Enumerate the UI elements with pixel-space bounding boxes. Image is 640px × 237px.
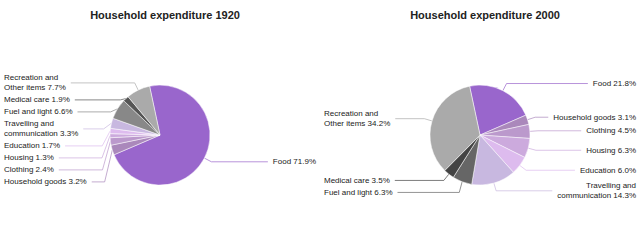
svg-text:Travelling and: Travelling and (586, 181, 636, 190)
svg-text:communication 3.3%: communication 3.3% (4, 129, 78, 138)
svg-text:Education 6.0%: Education 6.0% (580, 166, 636, 175)
svg-text:communication 14.3%: communication 14.3% (557, 191, 636, 200)
svg-text:Household expenditure 1920: Household expenditure 1920 (90, 9, 240, 21)
svg-text:Other items 34.2%: Other items 34.2% (324, 119, 390, 128)
svg-text:Medical care 1.9%: Medical care 1.9% (4, 95, 70, 104)
svg-text:Fuel and light 6.6%: Fuel and light 6.6% (4, 107, 73, 116)
svg-text:Travelling and: Travelling and (4, 119, 54, 128)
svg-text:Clothing 2.4%: Clothing 2.4% (4, 165, 54, 174)
svg-text:Fuel and light 6.3%: Fuel and light 6.3% (324, 188, 393, 197)
svg-text:Recreation and: Recreation and (4, 73, 58, 82)
svg-text:Education 1.7%: Education 1.7% (4, 141, 60, 150)
svg-text:Recreation and: Recreation and (324, 109, 378, 118)
svg-text:Household goods 3.1%: Household goods 3.1% (553, 113, 636, 122)
svg-text:Other items 7.7%: Other items 7.7% (4, 83, 66, 92)
svg-text:Housing 6.3%: Housing 6.3% (586, 146, 636, 155)
svg-text:Household expenditure 2000: Household expenditure 2000 (410, 9, 560, 21)
svg-text:Medical care 3.5%: Medical care 3.5% (324, 176, 390, 185)
svg-text:Food 21.8%: Food 21.8% (593, 79, 636, 88)
svg-text:Food 71.9%: Food 71.9% (273, 157, 316, 166)
svg-text:Clothing 4.5%: Clothing 4.5% (586, 126, 636, 135)
svg-text:Household goods 3.2%: Household goods 3.2% (4, 177, 87, 186)
svg-text:Housing 1.3%: Housing 1.3% (4, 153, 54, 162)
